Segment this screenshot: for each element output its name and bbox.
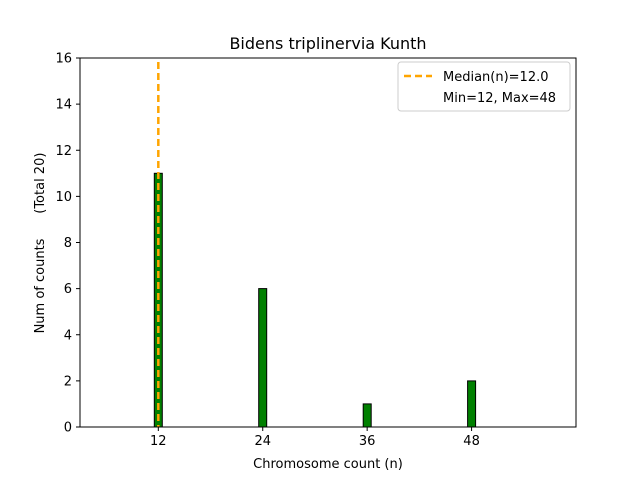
x-tick-label: 36 (359, 434, 376, 449)
x-axis-ticks: 12 24 36 48 (150, 427, 480, 449)
y-axis-ticks: 0 2 4 6 8 10 12 14 16 (55, 52, 80, 436)
y-tick-label: 6 (64, 282, 72, 297)
bar-36 (362, 403, 372, 428)
chart-title: Bidens triplinervia Kunth (229, 34, 426, 53)
y-tick-label: 14 (55, 98, 72, 113)
bar-24 (258, 288, 268, 428)
y-tick-label: 10 (55, 190, 72, 205)
legend-box (397, 61, 571, 112)
x-axis-label: Chromosome count (n) (253, 457, 403, 472)
x-tick-label: 48 (463, 434, 480, 449)
y-tick-label: 4 (64, 328, 72, 343)
y-tick-label: 8 (64, 236, 72, 251)
legend-entry-median: Median(n)=12.0 (443, 70, 549, 85)
y-tick-label: 12 (55, 144, 72, 159)
y-axis-label: Num of counts (Total 20) (33, 153, 48, 334)
x-tick-label: 24 (254, 434, 271, 449)
legend: Median(n)=12.0 Min=12, Max=48 (397, 61, 571, 112)
y-tick-label: 0 (64, 421, 72, 436)
legend-entry-minmax: Min=12, Max=48 (443, 91, 556, 106)
y-tick-label: 2 (64, 374, 72, 389)
y-tick-label: 16 (55, 52, 72, 67)
bar-48 (467, 380, 477, 428)
x-tick-label: 12 (150, 434, 167, 449)
